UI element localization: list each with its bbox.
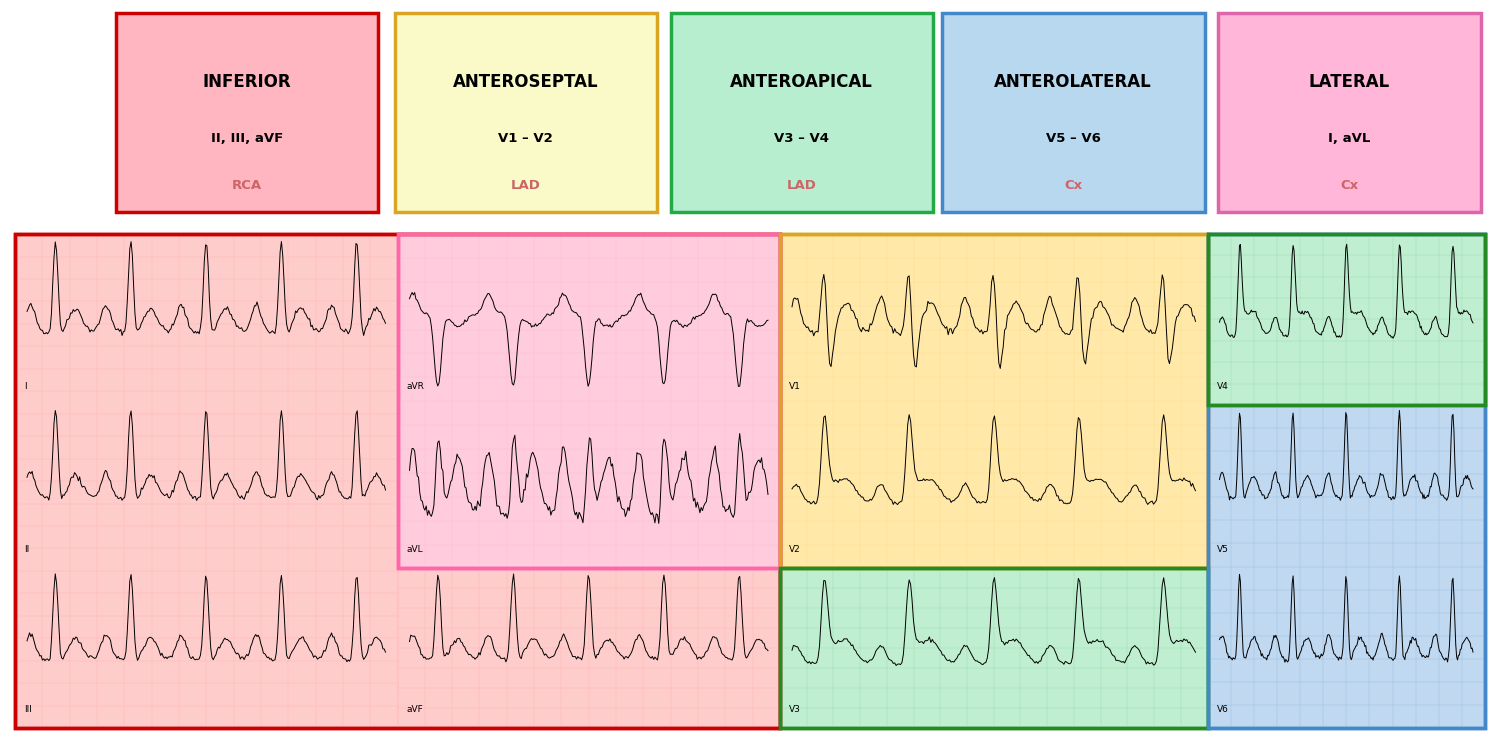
Bar	[116, 13, 378, 212]
Text: aVL: aVL	[406, 545, 423, 554]
Bar	[942, 13, 1204, 212]
Bar	[394, 13, 657, 212]
Text: aVR: aVR	[406, 382, 424, 391]
Text: I, aVL: I, aVL	[1328, 132, 1371, 145]
Text: ANTEROSEPTAL: ANTEROSEPTAL	[453, 74, 598, 91]
Text: LAD: LAD	[788, 179, 816, 192]
Text: V1 – V2: V1 – V2	[498, 132, 554, 145]
Text: V6: V6	[1216, 705, 1228, 714]
Text: LATERAL: LATERAL	[1308, 74, 1390, 91]
Bar	[780, 568, 1208, 728]
Text: RCA: RCA	[231, 179, 262, 192]
Text: II, III, aVF: II, III, aVF	[210, 132, 284, 145]
Text: V5 – V6: V5 – V6	[1046, 132, 1101, 145]
Text: V4: V4	[1216, 382, 1228, 391]
Text: V3 – V4: V3 – V4	[774, 132, 830, 145]
Text: V5: V5	[1216, 545, 1228, 554]
Bar	[15, 234, 780, 728]
Text: III: III	[24, 705, 32, 714]
Text: aVF: aVF	[406, 705, 423, 714]
Text: V1: V1	[789, 382, 801, 391]
Bar	[1208, 234, 1485, 728]
Text: I: I	[24, 382, 27, 391]
Bar	[398, 234, 780, 568]
Text: V2: V2	[789, 545, 801, 554]
Text: Cx: Cx	[1340, 179, 1359, 192]
Text: LAD: LAD	[512, 179, 540, 192]
Bar	[780, 234, 1208, 568]
Bar	[1218, 13, 1480, 212]
Bar	[1208, 234, 1485, 728]
Bar	[398, 234, 780, 568]
Text: Cx: Cx	[1064, 179, 1083, 192]
Bar	[1208, 234, 1485, 405]
Text: ANTEROAPICAL: ANTEROAPICAL	[730, 74, 873, 91]
Bar	[1208, 234, 1485, 405]
Bar	[670, 13, 933, 212]
Text: II: II	[24, 545, 30, 554]
Bar	[780, 234, 1208, 568]
Text: V3: V3	[789, 705, 801, 714]
Bar	[780, 568, 1208, 728]
Bar	[15, 234, 780, 728]
Text: ANTEROLATERAL: ANTEROLATERAL	[994, 74, 1152, 91]
Text: INFERIOR: INFERIOR	[202, 74, 291, 91]
